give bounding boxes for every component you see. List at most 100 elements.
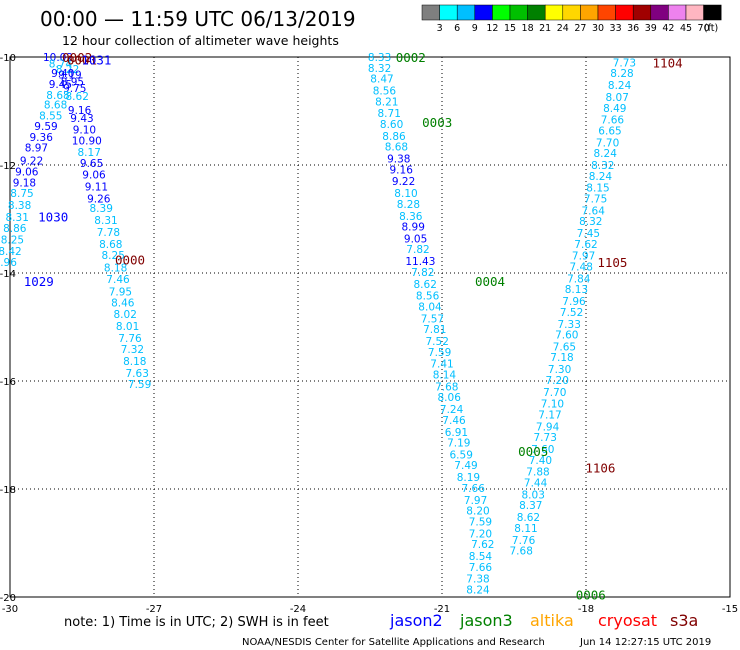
swh-point: 8.47 [370, 74, 393, 86]
y-tick-label: -14 [0, 269, 16, 280]
swh-point: 8.46 [111, 298, 135, 310]
swh-point: 7.96 [0, 257, 17, 269]
swh-point: 8.06 [438, 392, 462, 404]
color-scale-label: 27 [574, 23, 586, 34]
swh-point: 7.68 [510, 546, 533, 558]
color-scale-label: 33 [610, 23, 622, 34]
color-scale-swatch [544, 4, 564, 21]
color-scale-label: 15 [504, 23, 516, 34]
time-label: 0000 [115, 253, 145, 268]
time-labels: 0002000110311030000010290002000300040005… [24, 50, 683, 602]
x-tick-label: -21 [434, 604, 450, 615]
swh-point: 8.15 [586, 183, 609, 195]
swh-point: 7.95 [109, 286, 132, 298]
swh-point: 7.46 [106, 274, 130, 286]
swh-point: 8.31 [94, 215, 117, 227]
swh-point: 7.41 [430, 359, 453, 371]
swh-point: 10.90 [72, 136, 102, 148]
swh-point: 7.73 [613, 57, 636, 69]
swh-point: 9.43 [70, 113, 93, 125]
color-scale-swatch [632, 4, 652, 21]
x-tick-label: -24 [290, 604, 306, 615]
swh-point: 8.01 [116, 321, 139, 333]
swh-point: 8.68 [99, 239, 122, 251]
time-label: 0006 [576, 587, 606, 602]
swh-point: 7.44 [524, 478, 548, 490]
swh-point: 8.39 [90, 203, 113, 215]
swh-point: 8.56 [416, 291, 440, 303]
swh-point: 8.18 [104, 263, 127, 275]
swh-point: 9.06 [82, 170, 106, 182]
swh-point: 8.04 [418, 301, 442, 313]
swh-point: 7.76 [512, 535, 536, 547]
y-tick-label: -16 [0, 377, 16, 388]
swh-point: 8.14 [433, 370, 457, 382]
swh-point: 6.91 [445, 427, 468, 439]
swh-point: 8.31 [6, 212, 29, 224]
swh-point: 7.19 [447, 438, 470, 450]
swh-point: 8.33 [368, 52, 391, 64]
swh-point: 7.78 [97, 227, 120, 239]
swh-point: 7.38 [466, 574, 489, 586]
swh-point: 7.60 [531, 444, 554, 456]
swh-point: 8.10 [394, 188, 417, 200]
swh-point: 8.11 [514, 523, 537, 535]
time-label: 1105 [597, 255, 627, 270]
swh-point: 8.24 [466, 584, 490, 596]
swh-point: 7.20 [546, 375, 569, 387]
time-label: 0005 [518, 444, 548, 459]
swh-point: 9.22 [20, 156, 43, 168]
color-scale-label: 9 [472, 23, 478, 34]
swh-point: 7.82 [411, 267, 434, 279]
track-left-descending: 10.028.748.229.198.959.758.629.169.439.1… [43, 52, 151, 391]
time-label: 0003 [422, 115, 452, 130]
plot-frame [9, 56, 731, 598]
time-label: 0004 [475, 274, 505, 289]
color-scale-swatch [580, 4, 599, 21]
chart-subtitle: 12 hour collection of altimeter wave hei… [62, 33, 339, 48]
swh-point: 8.02 [114, 309, 137, 321]
swh-point: 10.02 [43, 52, 73, 64]
swh-point: 8.99 [402, 222, 425, 234]
time-label: 1030 [38, 209, 68, 224]
swh-point: 7.59 [469, 516, 492, 528]
swh-point: 8.54 [469, 551, 493, 563]
satellite-tracks: 10.028.748.229.198.959.758.629.169.439.1… [0, 52, 636, 596]
swh-point: 8.24 [594, 148, 618, 160]
color-scale-unit: (ft) [704, 23, 718, 34]
color-scale-swatch [685, 4, 704, 21]
swh-point: 8.32 [368, 63, 391, 75]
x-tick-label: -27 [146, 604, 162, 615]
swh-point: 7.81 [423, 324, 446, 336]
swh-point: 9.05 [404, 233, 427, 245]
swh-point: 7.97 [572, 251, 595, 263]
swh-point: 7.70 [543, 387, 566, 399]
swh-point: 9.16 [390, 164, 414, 176]
swh-point: 7.20 [469, 528, 492, 540]
x-tick-label: -30 [2, 604, 18, 615]
swh-point: 7.64 [582, 205, 606, 217]
y-tick-label: -12 [0, 161, 16, 172]
swh-point: 8.21 [375, 96, 398, 108]
legend-item-altika: altika [530, 611, 574, 630]
swh-point: 7.60 [555, 330, 578, 342]
swh-point: 9.75 [63, 83, 86, 95]
color-scale-swatch [421, 4, 440, 21]
color-scale-label: 39 [645, 23, 657, 34]
time-label: 1031 [81, 53, 111, 68]
legend-item-jason2: jason2 [389, 611, 443, 630]
x-tick-label: -18 [578, 604, 594, 615]
x-tick-label: -15 [722, 604, 738, 615]
swh-point: 7.17 [538, 409, 561, 421]
y-tick-label: -20 [0, 593, 16, 604]
swh-point: 7.48 [570, 262, 593, 274]
swh-point: 8.56 [373, 85, 397, 97]
swh-point: 8.86 [3, 223, 27, 235]
time-label: 1106 [585, 460, 615, 475]
swh-point: 7.84 [567, 273, 591, 285]
color-scale-swatch [509, 4, 528, 21]
color-scale-label: 18 [522, 23, 534, 34]
time-label: 1029 [24, 274, 54, 289]
swh-point: 7.65 [553, 341, 576, 353]
color-scale-swatch [492, 4, 511, 21]
